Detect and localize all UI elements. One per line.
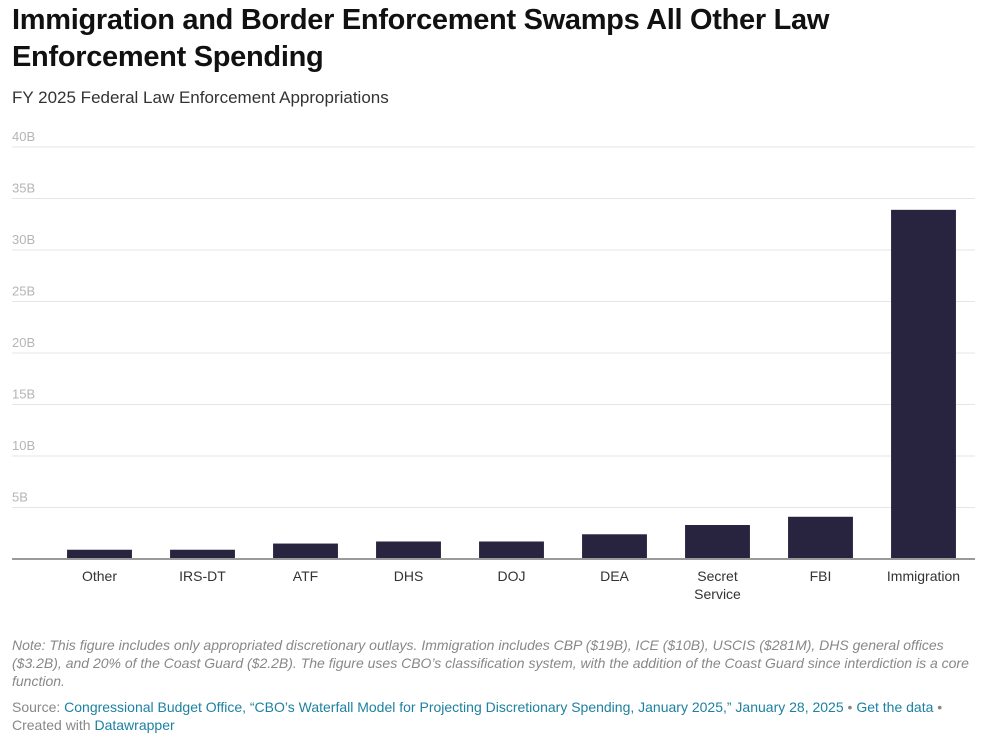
y-tick-label: 10B [12, 438, 35, 453]
bar-doj [479, 541, 544, 559]
x-tick-label: DOJ [498, 568, 526, 584]
y-tick-label: 25B [12, 284, 35, 299]
y-tick-label: 15B [12, 387, 35, 402]
y-axis-ticks: 5B 10B 15B 20B 25B 30B 35B 40B [12, 129, 35, 505]
chart-title: Immigration and Border Enforcement Swamp… [12, 4, 830, 73]
bar-dea [582, 534, 647, 559]
source-prefix: Source: [12, 699, 65, 715]
bar-other [67, 549, 132, 559]
x-tick-label: FBI [810, 568, 832, 584]
x-axis-labels: Other IRS-DT ATF DHS DOJ DEA Secret Service FBI I… [82, 568, 960, 602]
created-with-text: • Created with [12, 699, 943, 733]
x-tick-label: Immigration [887, 568, 960, 584]
bar-secret-service [685, 525, 750, 559]
x-tick-label: Secret [697, 568, 738, 584]
bars [67, 209, 956, 559]
x-tick-label: IRS-DT [179, 568, 226, 584]
y-tick-label: 20B [12, 335, 35, 350]
chart-note: Note: This figure includes only appropri… [12, 637, 969, 689]
gridlines [12, 146, 975, 508]
bar-chart: 5B 10B 15B 20B 25B 30B 35B 40B Other IRS-DT ATF DH… [12, 129, 975, 602]
bar-immigration [891, 209, 956, 559]
y-tick-label: 40B [12, 129, 35, 144]
x-tick-label: DHS [394, 568, 424, 584]
chart-source: Source: Congressional Budget Office, “CB… [12, 698, 972, 734]
y-tick-label: 30B [12, 232, 35, 247]
get-data-link[interactable]: Get the data [856, 699, 934, 715]
bar-atf [273, 543, 338, 559]
y-tick-label: 35B [12, 181, 35, 196]
bar-irs-dt [170, 549, 235, 559]
separator: • [843, 699, 857, 715]
y-tick-label: 5B [12, 490, 28, 505]
bar-dhs [376, 541, 441, 559]
bar-fbi [788, 516, 853, 559]
x-tick-label: Other [82, 568, 117, 584]
x-tick-label: ATF [293, 568, 318, 584]
x-tick-label: Service [694, 586, 741, 602]
source-link[interactable]: Congressional Budget Office, “CBO’s Wate… [64, 699, 844, 715]
chart-subtitle: FY 2025 Federal Law Enforcement Appropri… [12, 88, 389, 107]
datawrapper-link[interactable]: Datawrapper [94, 717, 175, 733]
x-tick-label: DEA [600, 568, 629, 584]
